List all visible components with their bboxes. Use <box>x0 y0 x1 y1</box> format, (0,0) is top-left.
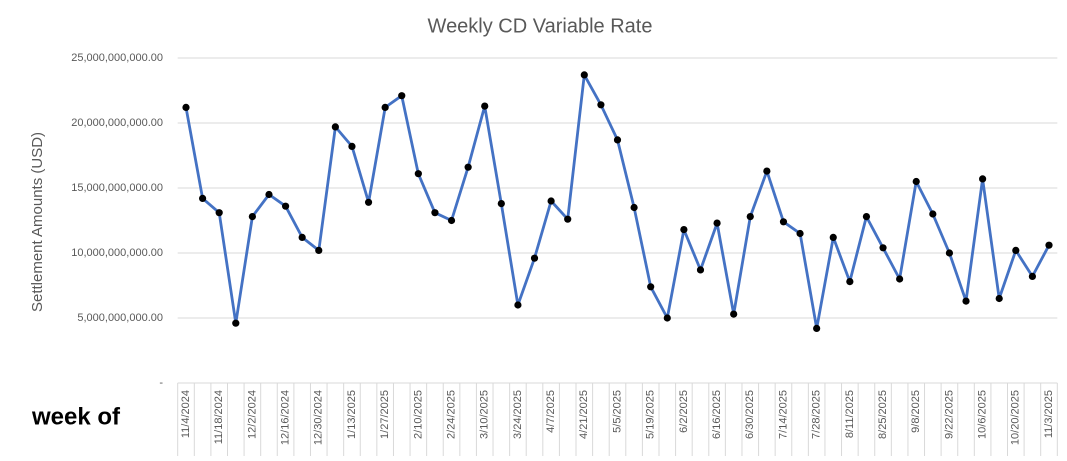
x-tick-label: 7/28/2025 <box>811 390 823 439</box>
point <box>995 294 1003 303</box>
x-tick-label: 1/27/2025 <box>379 390 391 439</box>
point <box>514 301 522 309</box>
point <box>265 190 273 199</box>
x-tick-label: 6/30/2025 <box>744 390 756 439</box>
x-axis-label: week of <box>31 403 121 430</box>
point <box>796 229 804 238</box>
point <box>680 226 688 234</box>
point <box>547 197 555 205</box>
point <box>879 244 887 252</box>
x-tick-label: 1/13/2025 <box>346 390 358 439</box>
point <box>929 210 937 218</box>
y-tick-label: 25,000,000,000.00 <box>71 52 163 64</box>
y-tick-label: 20,000,000,000.00 <box>71 117 163 129</box>
point <box>431 209 439 217</box>
x-tick-label: 5/19/2025 <box>645 390 657 439</box>
point <box>713 219 721 227</box>
x-tick-label: 6/2/2025 <box>678 390 690 433</box>
x-tick-label: 9/22/2025 <box>943 390 955 439</box>
point <box>896 275 904 283</box>
y-tick-label: 15,000,000,000.00 <box>71 182 163 194</box>
point <box>530 254 539 262</box>
point <box>364 198 373 206</box>
point <box>1012 246 1020 254</box>
point <box>182 103 190 111</box>
point <box>962 297 970 305</box>
point <box>398 92 406 100</box>
point <box>696 266 705 274</box>
point <box>829 233 837 241</box>
point <box>298 233 306 241</box>
y-axis-label: Settlement Amounts (USD) <box>29 132 46 312</box>
point <box>580 71 588 79</box>
point <box>447 216 456 225</box>
point <box>730 310 738 318</box>
chart-title: Weekly CD Variable Rate <box>428 15 653 37</box>
point <box>232 319 240 327</box>
x-tick-label: 2/24/2025 <box>445 390 457 439</box>
x-tick-label: 4/21/2025 <box>578 390 590 439</box>
y-tick-label: 5,000,000,000.00 <box>77 312 163 324</box>
point <box>912 177 920 186</box>
point <box>813 324 821 332</box>
x-tick-label: 10/6/2025 <box>977 390 989 439</box>
point <box>198 194 207 202</box>
x-tick-label: 5/5/2025 <box>611 390 623 433</box>
point <box>630 203 638 212</box>
point <box>481 102 489 110</box>
point <box>746 213 754 221</box>
x-tick-label: 3/24/2025 <box>512 390 524 439</box>
point <box>564 215 572 223</box>
point <box>846 278 854 286</box>
x-tick-label: 9/8/2025 <box>910 390 922 433</box>
x-tick-label: 6/16/2025 <box>711 390 723 439</box>
x-tick-label: 11/4/2024 <box>180 390 192 438</box>
x-tick-label: 11/18/2024 <box>213 390 225 444</box>
point <box>331 123 339 131</box>
point <box>945 249 954 257</box>
point <box>348 142 356 150</box>
x-tick-label: 8/11/2025 <box>844 390 856 438</box>
point <box>1028 272 1037 280</box>
x-tick-label: 7/14/2025 <box>777 390 789 439</box>
point <box>215 209 223 217</box>
x-tick-label: 2/10/2025 <box>412 390 424 439</box>
x-tick-label: 10/20/2025 <box>1010 390 1022 445</box>
point <box>647 283 655 291</box>
point <box>597 101 605 109</box>
point <box>497 200 505 208</box>
point <box>464 163 472 171</box>
point <box>248 213 256 221</box>
point <box>414 170 422 178</box>
point <box>315 246 323 254</box>
point <box>862 213 871 221</box>
point <box>663 314 671 322</box>
x-tick-label: 12/16/2024 <box>279 390 291 445</box>
x-tick-label: 4/7/2025 <box>545 390 557 433</box>
point <box>779 218 788 226</box>
y-tick-label: - <box>159 377 163 389</box>
point <box>381 103 389 111</box>
x-tick-label: 12/30/2024 <box>313 390 325 445</box>
x-tick-label: 11/3/2025 <box>1043 390 1055 438</box>
point <box>1045 241 1053 249</box>
x-tick-label: 8/25/2025 <box>877 390 889 439</box>
point <box>763 167 771 175</box>
point <box>979 175 987 183</box>
point <box>613 136 622 144</box>
x-tick-label: 3/10/2025 <box>479 390 491 439</box>
point <box>281 202 290 210</box>
y-tick-label: 10,000,000,000.00 <box>71 247 163 259</box>
x-tick-label: 12/2/2024 <box>246 390 258 439</box>
